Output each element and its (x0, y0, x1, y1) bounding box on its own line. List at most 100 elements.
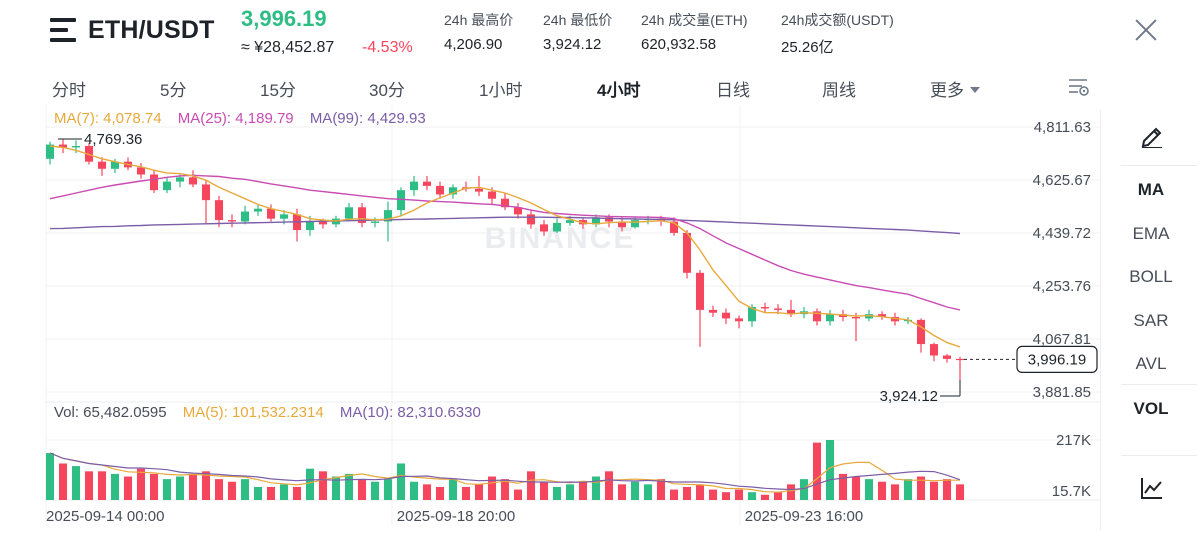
price-tick-label: 4,253.76 (1033, 278, 1091, 295)
volume-bar (487, 476, 497, 500)
candle-body (279, 214, 289, 219)
candle-body (71, 145, 81, 148)
stat-24h-volume: 24h 成交量(ETH) 620,932.58 (641, 10, 748, 53)
volume-bar (682, 486, 692, 500)
ma-legend: MA(7): 4,078.74 MA(25): 4,189.79 MA(99):… (54, 110, 426, 127)
volume-bar (175, 476, 185, 500)
tab-more-label: 更多 (930, 81, 964, 100)
volume-bar (84, 471, 94, 500)
price-tick-label: 4,811.63 (1034, 119, 1091, 136)
volume-bar (669, 489, 679, 500)
candle-body (45, 144, 55, 159)
volume-bar (760, 494, 770, 500)
volume-bar (136, 468, 146, 500)
volume-bar (201, 471, 211, 500)
volume-bar (565, 484, 575, 500)
volume-bar (58, 463, 68, 500)
stat-value: 3,924.12 (543, 36, 602, 53)
candlestick-chart[interactable]: BINANCE 4,811.634,625.674,439.724,253.76… (0, 100, 1100, 530)
candle-body (682, 232, 692, 273)
draw-tool-icon[interactable] (1139, 122, 1165, 148)
volume-bar (942, 479, 952, 500)
chart-settings-icon[interactable] (1068, 76, 1090, 98)
volume-bar (97, 471, 107, 500)
tab-5m[interactable]: 5分 (160, 81, 187, 100)
candle-body (695, 272, 705, 310)
volume-bar (71, 466, 81, 500)
volume-bar (396, 463, 406, 500)
legend-ma25: MA(25): 4,189.79 (177, 110, 294, 127)
volume-bars (45, 440, 965, 500)
indicator-sar[interactable]: SAR (1133, 311, 1169, 330)
candle-body (422, 181, 432, 186)
volume-bar (409, 481, 419, 500)
change-percent: -4.53% (362, 39, 413, 56)
candle-body (591, 217, 601, 225)
volume-bar (890, 484, 900, 500)
candle-body (266, 208, 276, 219)
volume-bar (773, 492, 783, 500)
stat-24h-low: 24h 最低价 3,924.12 (543, 10, 612, 53)
price-tick-label: 4,067.81 (1033, 331, 1091, 348)
price-tick-label: 4,439.72 (1033, 225, 1091, 242)
divider (1121, 384, 1197, 385)
volume-axis: 217K 15.7K (1052, 432, 1091, 500)
candle-body (175, 177, 185, 182)
volume-bar (591, 476, 601, 500)
volume-bar (578, 481, 588, 500)
volume-bar (383, 479, 393, 500)
candle-body (565, 220, 575, 223)
candle-body (812, 311, 822, 322)
pair-title[interactable]: ETH/USDT (88, 16, 215, 44)
candle-body (773, 308, 783, 310)
high-marker-label: 4,769.36 (84, 131, 142, 148)
time-tick-label: 2025-09-18 20:00 (397, 508, 515, 525)
indicator-vol[interactable]: VOL (1133, 399, 1169, 418)
tab-30m[interactable]: 30分 (369, 81, 405, 100)
volume-bar (838, 473, 848, 500)
candle-body (162, 181, 172, 191)
tab-more[interactable]: 更多 (930, 76, 980, 101)
indicator-ema[interactable]: EMA (1132, 224, 1170, 243)
volume-bar (500, 479, 510, 500)
volume-bar (825, 440, 835, 500)
candle-body (227, 220, 237, 222)
volume-bar (552, 486, 562, 500)
menu-icon[interactable] (50, 18, 76, 42)
tab-1h[interactable]: 1小时 (479, 81, 523, 100)
tab-1d[interactable]: 日线 (716, 81, 750, 100)
indicator-chart-icon[interactable] (1140, 476, 1164, 500)
close-icon[interactable] (1134, 18, 1158, 42)
candle-body (110, 161, 120, 169)
volume-bar (643, 484, 653, 500)
indicator-ma[interactable]: MA (1137, 180, 1165, 199)
tab-15m[interactable]: 15分 (260, 81, 296, 100)
candle-body (955, 358, 965, 361)
candle-body (942, 355, 952, 359)
chart-grid (45, 105, 1100, 525)
candle-body (539, 224, 549, 232)
volume-bar (318, 471, 328, 500)
volume-bar (279, 484, 289, 500)
volume-bar (812, 442, 822, 500)
ma7-line (49, 145, 961, 348)
volume-bar (799, 479, 809, 500)
candle-body (630, 220, 640, 228)
stat-24h-high: 24h 最高价 4,206.90 (444, 10, 513, 53)
volume-bar (331, 476, 341, 500)
volume-bar (266, 486, 276, 500)
volume-bar (864, 479, 874, 500)
tab-4h[interactable]: 4小时 (597, 81, 641, 100)
tab-1w[interactable]: 周线 (822, 81, 856, 100)
tab-1min-line[interactable]: 分时 (52, 81, 86, 100)
volume-bar (448, 479, 458, 500)
indicator-boll[interactable]: BOLL (1129, 267, 1173, 286)
candle-body (318, 221, 328, 225)
volume-bar (708, 489, 718, 500)
volume-bar (422, 484, 432, 500)
candle-body (188, 177, 198, 185)
volume-bar (357, 479, 367, 500)
cny-price: ≈ ¥28,452.87 (241, 39, 335, 56)
volume-bar (786, 484, 796, 500)
indicator-avl[interactable]: AVL (1135, 354, 1167, 373)
